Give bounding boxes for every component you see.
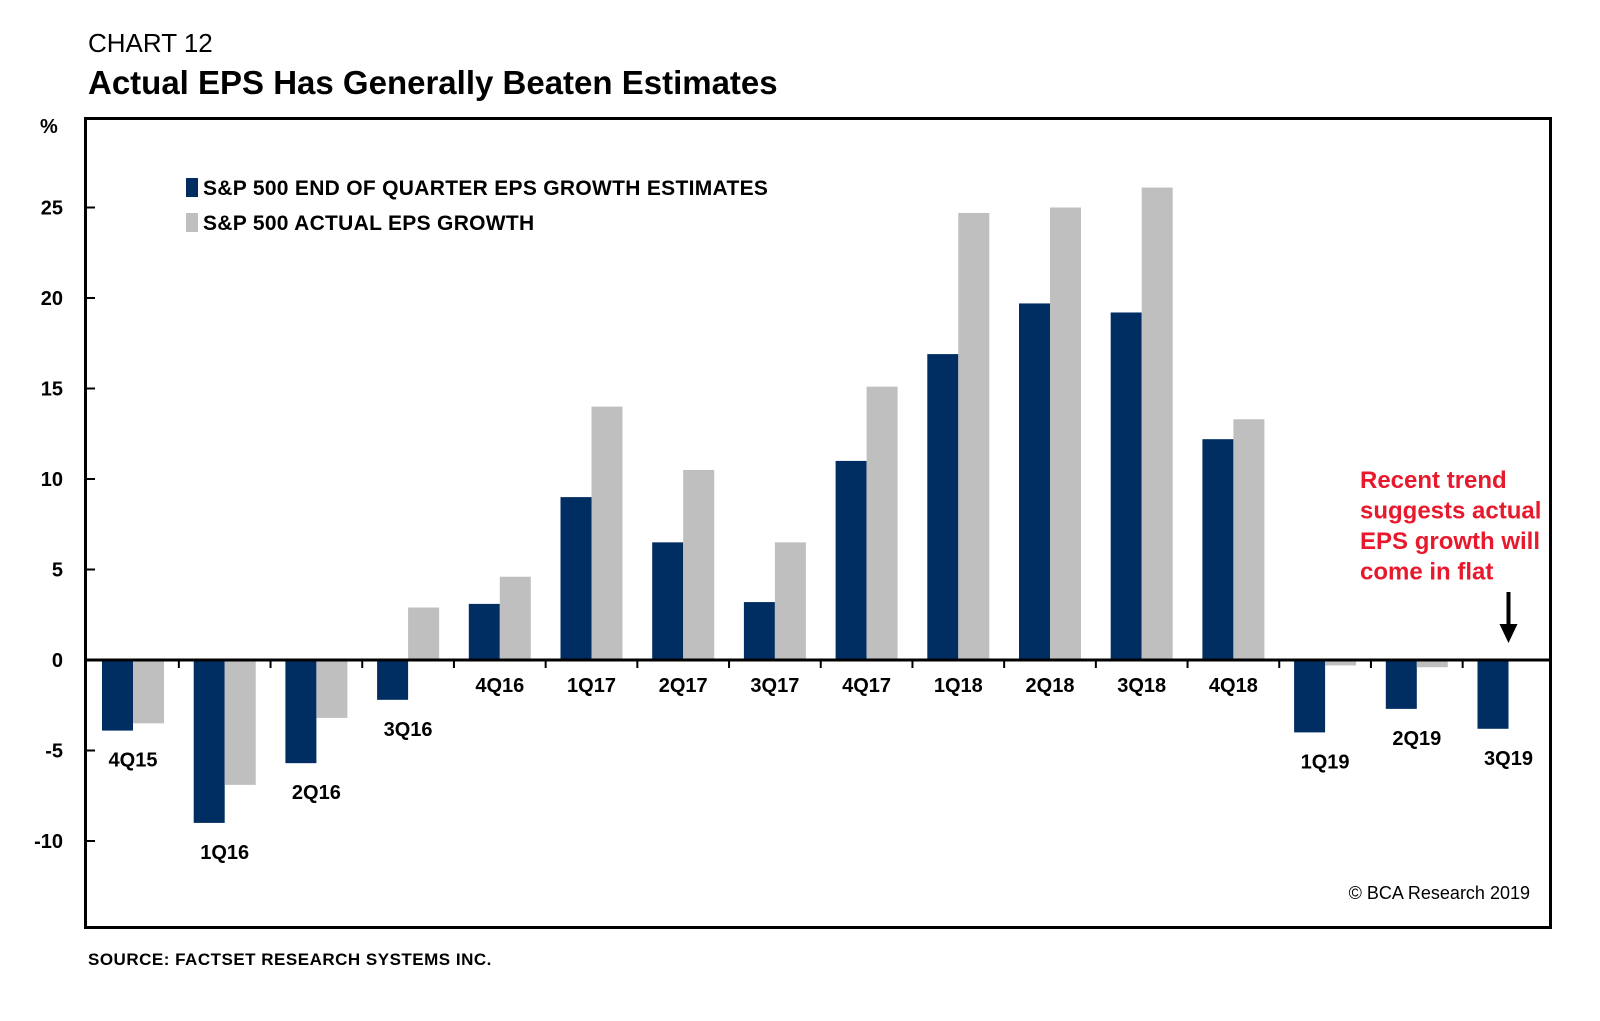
y-tick-label: -10 bbox=[34, 831, 63, 853]
legend-label: S&P 500 END OF QUARTER EPS GROWTH ESTIMA… bbox=[203, 177, 768, 200]
estimate-bar bbox=[1385, 660, 1417, 709]
actual-bar bbox=[133, 660, 164, 724]
legend-label: S&P 500 ACTUAL EPS GROWTH bbox=[203, 212, 535, 235]
actual-bar bbox=[683, 469, 715, 660]
category-label: 1Q16 bbox=[200, 842, 249, 864]
actual-bar bbox=[1050, 207, 1081, 660]
estimate-bar bbox=[652, 542, 684, 660]
estimate-bar bbox=[1110, 312, 1142, 660]
source-note: SOURCE: FACTSET RESEARCH SYSTEMS INC. bbox=[88, 950, 492, 969]
estimate-bar bbox=[1019, 303, 1050, 660]
estimate-bar bbox=[835, 460, 867, 660]
annotation-text: suggests actual bbox=[1360, 498, 1541, 525]
estimate-bar bbox=[468, 603, 500, 660]
annotation-text: come in flat bbox=[1360, 559, 1493, 586]
category-label: 1Q19 bbox=[1301, 751, 1350, 773]
estimate-bar bbox=[285, 660, 317, 764]
y-tick-label: -5 bbox=[45, 741, 63, 763]
category-label: 2Q19 bbox=[1392, 728, 1441, 750]
y-tick-label: 20 bbox=[41, 288, 63, 310]
y-tick-label: 10 bbox=[41, 469, 63, 491]
category-label: 2Q17 bbox=[659, 675, 708, 697]
chart-title: Actual EPS Has Generally Beaten Estimate… bbox=[88, 64, 778, 101]
y-tick-label: 25 bbox=[41, 198, 63, 220]
estimate-bar bbox=[377, 660, 409, 700]
category-label: 3Q19 bbox=[1484, 748, 1533, 770]
plot-frame bbox=[84, 117, 1552, 929]
estimate-bar bbox=[927, 354, 959, 660]
copyright-text: © BCA Research 2019 bbox=[1349, 883, 1530, 903]
category-label: 4Q16 bbox=[475, 675, 524, 697]
annotation-text: EPS growth will bbox=[1360, 528, 1540, 555]
category-label: 2Q16 bbox=[292, 782, 341, 804]
legend-swatch bbox=[186, 178, 198, 197]
actual-bar bbox=[1325, 660, 1357, 666]
category-label: 3Q17 bbox=[750, 675, 799, 697]
category-label: 4Q15 bbox=[109, 750, 158, 772]
y-tick-label: 5 bbox=[52, 560, 63, 582]
estimate-bar bbox=[1477, 660, 1509, 729]
estimate-bar bbox=[1294, 660, 1326, 733]
estimate-bar bbox=[743, 602, 775, 660]
actual-bar bbox=[499, 576, 531, 660]
annotation-text: Recent trend bbox=[1360, 467, 1507, 494]
category-label: 3Q16 bbox=[384, 719, 433, 741]
actual-bar bbox=[316, 660, 348, 718]
arrow-head bbox=[1499, 624, 1518, 643]
y-tick-label: 0 bbox=[52, 650, 63, 672]
category-label: 4Q17 bbox=[842, 675, 891, 697]
actual-bar bbox=[1141, 187, 1173, 660]
actual-bar bbox=[408, 607, 440, 660]
estimate-bar bbox=[560, 497, 592, 660]
legend-swatch bbox=[186, 213, 198, 232]
estimate-bar bbox=[1202, 439, 1234, 660]
actual-bar bbox=[774, 542, 806, 660]
chart-label: CHART 12 bbox=[88, 28, 213, 58]
category-label: 2Q18 bbox=[1026, 675, 1075, 697]
category-label: 1Q17 bbox=[567, 675, 616, 697]
estimate-bar bbox=[193, 660, 225, 823]
y-tick-label: 15 bbox=[41, 379, 63, 401]
estimate-bar bbox=[102, 660, 133, 731]
actual-bar bbox=[958, 212, 990, 660]
category-label: 1Q18 bbox=[934, 675, 983, 697]
actual-bar bbox=[1233, 419, 1265, 660]
actual-bar bbox=[866, 386, 898, 660]
category-label: 3Q18 bbox=[1117, 675, 1166, 697]
actual-bar bbox=[1416, 660, 1448, 668]
category-label: 4Q18 bbox=[1209, 675, 1258, 697]
actual-bar bbox=[224, 660, 256, 785]
actual-bar bbox=[591, 406, 623, 660]
y-axis-unit-label: % bbox=[40, 116, 58, 138]
